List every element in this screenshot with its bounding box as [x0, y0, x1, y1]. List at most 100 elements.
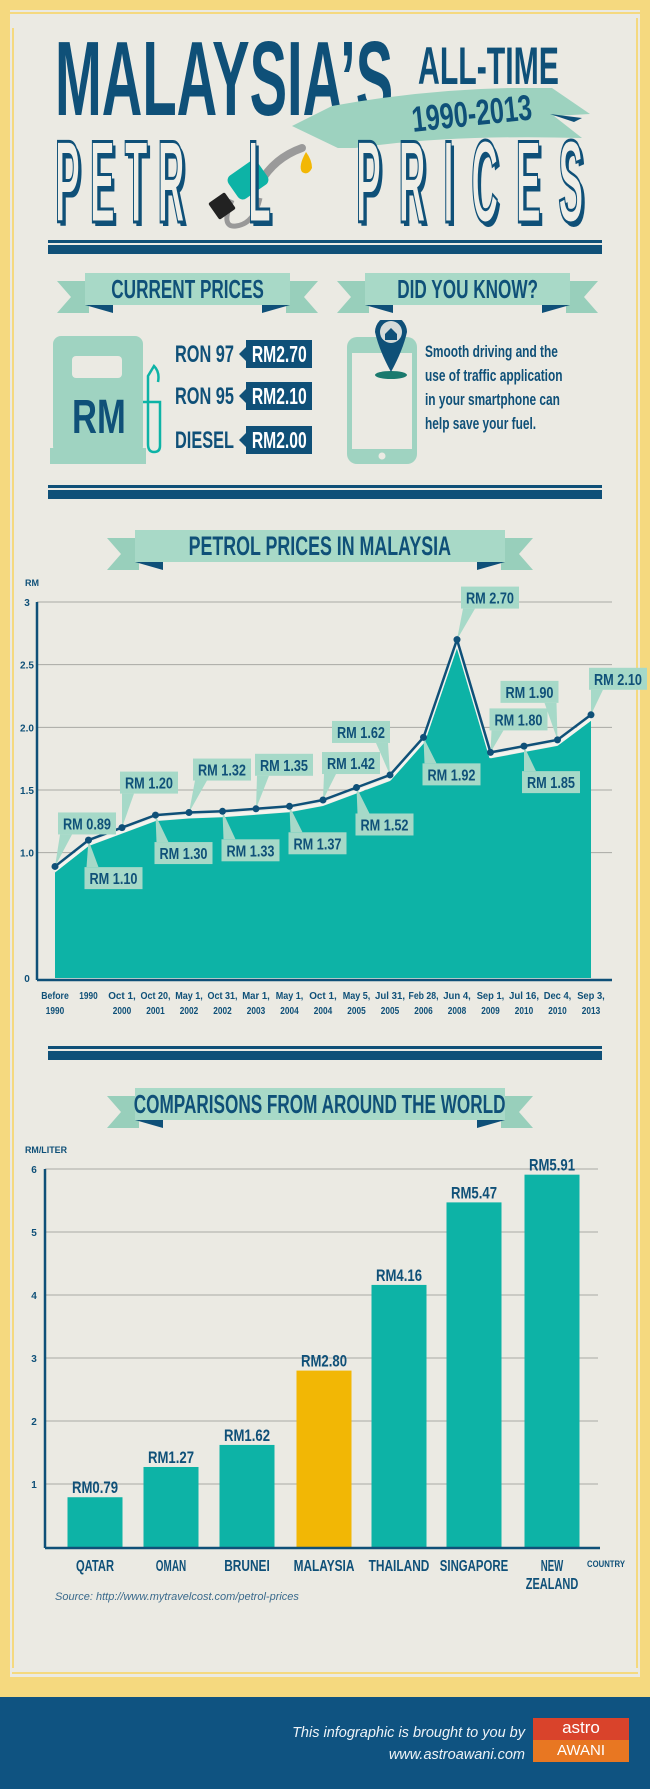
x-tick-label: Jul 16, [509, 990, 539, 1002]
fuel-pump-icon: RM [50, 336, 165, 464]
y-tick-label: 1.5 [20, 786, 34, 797]
data-label: RM 1.10 [90, 871, 138, 888]
data-label-box [255, 753, 313, 776]
x-tick-label: Jun 4, [443, 990, 471, 1002]
price-tag-ron97: RM2.70 [246, 340, 312, 368]
data-label: RM 1.62 [337, 725, 385, 742]
bar-value-label: RM2.80 [301, 1352, 347, 1371]
x-tick-label: 2004 [280, 1005, 299, 1017]
y-tick-label: 5 [31, 1228, 37, 1239]
line-chart-title: PETROL PRICES IN MALAYSIA [188, 530, 452, 561]
callout-pointer [122, 793, 134, 828]
data-label: RM 0.89 [63, 816, 111, 833]
data-point [554, 736, 561, 744]
bar-chart-title: COMPARISONS FROM AROUND THE WORLD [134, 1088, 506, 1119]
bar-value-label: RM4.16 [376, 1266, 422, 1285]
fuel-type-diesel: DIESEL [175, 427, 234, 454]
bar-brunei [219, 1444, 275, 1547]
data-label-box [355, 813, 414, 836]
x-tick-label: Feb 28, [409, 990, 439, 1002]
comparisons-ribbon: COMPARISONS FROM AROUND THE WORLD [107, 1088, 533, 1128]
x-tick-label: 2009 [481, 1005, 500, 1017]
logo-bottom: AWANI [533, 1740, 629, 1762]
logo-top: astro [533, 1718, 629, 1740]
x-tick-label: 2005 [381, 1005, 400, 1017]
callout-pointer [256, 775, 269, 809]
current-prices-ribbon: CURRENT PRICES [57, 273, 318, 313]
x-tick-label: Sep 1, [477, 990, 505, 1002]
smartphone-map-pin-icon [345, 316, 420, 465]
x-tick-label: 2002 [213, 1005, 232, 1017]
bar-thailand [371, 1284, 427, 1547]
divider [48, 240, 602, 243]
data-label: RM 1.92 [428, 767, 476, 784]
x-tick-label: 2006 [414, 1005, 433, 1017]
callout-pointer [289, 806, 303, 833]
callout-pointer [423, 737, 437, 764]
petrol-prices-ribbon: PETROL PRICES IN MALAYSIA [107, 530, 533, 570]
data-label: RM 1.37 [294, 836, 342, 853]
x-tick-label: Jul 31, [375, 990, 405, 1002]
data-point [420, 733, 427, 741]
data-point [85, 836, 92, 844]
x-tick-label: Sep 3, [577, 990, 605, 1002]
callout-pointer [55, 834, 72, 867]
y-axis-label: RM [25, 578, 39, 588]
x-tick-label: 2013 [582, 1005, 601, 1017]
data-label-box [221, 839, 280, 862]
x-tick-label: Dec 4, [544, 990, 572, 1002]
fuel-nozzle-icon [202, 138, 312, 230]
arrow-icon [239, 347, 246, 361]
did-you-know-ribbon: DID YOU KNOW? [337, 273, 598, 313]
x-tick-label: BRUNEI [224, 1558, 270, 1575]
astro-awani-logo[interactable]: astro AWANI [533, 1718, 629, 1762]
divider [48, 1051, 602, 1060]
x-axis-label: COUNTRY [587, 1559, 626, 1570]
x-tick-label: QATAR [76, 1558, 114, 1575]
callout-pointer [86, 840, 99, 868]
x-tick-label: 2010 [515, 1005, 534, 1017]
data-label: RM 1.33 [227, 843, 275, 860]
x-tick-label: 2002 [180, 1005, 199, 1017]
data-label: RM 2.70 [466, 591, 514, 608]
arrow-icon [239, 389, 246, 403]
line-highlight [54, 638, 592, 872]
price-value: RM2.70 [251, 340, 307, 367]
tip-line: help save your fuel. [425, 414, 537, 433]
data-point [487, 748, 494, 756]
footer-website[interactable]: www.astroawani.com [388, 1747, 525, 1763]
bar-value-label: RM0.79 [72, 1478, 118, 1497]
title-all-time: ALL-TIME [418, 37, 559, 96]
data-label-box [589, 667, 647, 690]
line-chart: 0 1.0 1.5 2.0 2.5 3 RM RM 0.89 Before 1990 RM 1.10… [20, 578, 647, 1017]
frame-line [12, 1672, 638, 1674]
data-label-box [58, 812, 116, 835]
divider [48, 485, 602, 488]
fuel-type-ron95: RON 95 [175, 383, 234, 410]
bar-value-label: RM5.91 [529, 1156, 575, 1175]
y-tick-label: 0 [24, 974, 30, 985]
title-petrol-part1: PETR [55, 116, 195, 247]
x-tick-label: 1990 [79, 990, 98, 1002]
divider [48, 1046, 602, 1049]
y-tick-label: 6 [31, 1165, 37, 1176]
x-tick-label: May 5, [343, 990, 371, 1002]
x-tick-label: 1990 [46, 1005, 65, 1017]
data-point [353, 783, 360, 791]
callout-pointer [544, 702, 558, 740]
x-tick-label: 2000 [113, 1005, 132, 1017]
data-label-box [332, 720, 390, 743]
callout-pointer [591, 689, 603, 715]
did-you-know-text: Smooth driving and the use of traffic ap… [425, 340, 621, 436]
data-label-box [322, 752, 380, 775]
x-tick-label: Oct 1, [309, 990, 337, 1002]
x-tick-label: 2010 [548, 1005, 567, 1017]
source-link[interactable]: Source: http://www.mytravelcost.com/petr… [55, 1591, 299, 1603]
y-axis-label: RM/LITER [25, 1145, 67, 1156]
bar-chart: 1 2 3 4 5 6 RM/LITER RM0.79 QATAR RM1.27 OMAN RM1.6… [25, 1145, 626, 1593]
data-label-box [193, 758, 251, 781]
years-ribbon: 1990-2013 [292, 86, 592, 148]
y-tick-label: 4 [31, 1291, 37, 1302]
y-tick-label: 3 [24, 598, 30, 609]
data-point [386, 771, 394, 779]
